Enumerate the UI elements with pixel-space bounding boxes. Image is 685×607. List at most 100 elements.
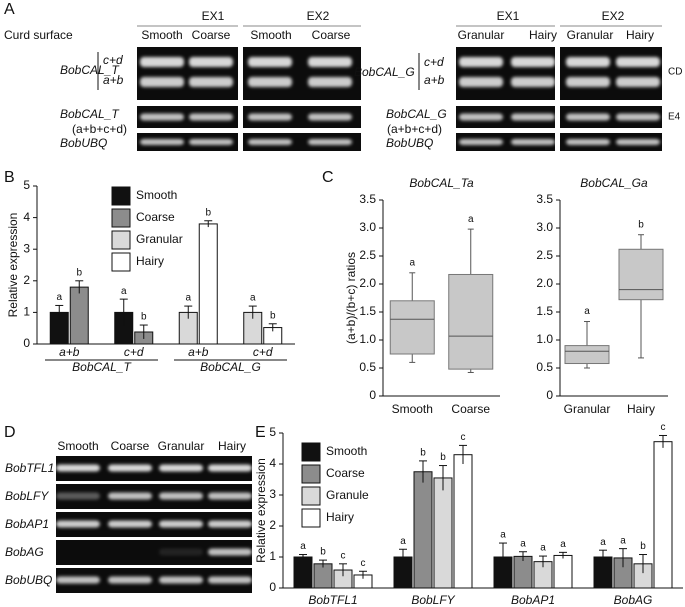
box [448, 273, 494, 370]
bar [69, 286, 89, 345]
gel-band [189, 139, 233, 145]
gene-label: BobLFY [5, 489, 49, 503]
gene-label: BobCAL_T [60, 63, 120, 77]
panel-label: E [255, 424, 266, 441]
column-label: Granular [458, 28, 505, 42]
gel [137, 47, 238, 100]
significance-letter: b [420, 448, 426, 459]
gel-band [248, 113, 292, 121]
x-tick-label: Hairy [627, 402, 655, 416]
legend-swatch [301, 508, 321, 528]
gel [456, 133, 555, 151]
gel [560, 106, 662, 128]
bar [293, 556, 313, 589]
significance-letter: a [520, 538, 526, 549]
gene-label: BobTFL1 [5, 461, 54, 475]
gel-band [159, 464, 203, 472]
gel-band [189, 77, 233, 87]
box [389, 300, 435, 355]
y-tick-label: 1.5 [536, 304, 553, 318]
gel-band [511, 139, 555, 145]
group-label: EX2 [602, 9, 625, 23]
y-tick-label: 1 [269, 549, 276, 563]
significance-letter: b [320, 547, 326, 558]
gel-band [108, 464, 152, 472]
y-tick-label: 0 [369, 388, 376, 402]
gel-band [511, 113, 555, 121]
panel-label: A [4, 1, 15, 18]
legend-swatch [301, 442, 321, 462]
bar [413, 471, 433, 589]
gel-band [208, 520, 252, 528]
gel-band [159, 492, 203, 500]
group-label: BobCAL_G [200, 360, 261, 374]
y-tick-label: 1.0 [359, 332, 376, 346]
column-label: Coarse [312, 28, 351, 42]
gel-band [459, 139, 503, 145]
gene-note: (a+b+c+d) [387, 122, 442, 136]
gel-band [566, 139, 610, 145]
significance-letter: b [141, 312, 147, 323]
significance-letter: c [361, 558, 366, 569]
gel [137, 133, 238, 151]
significance-letter: a [540, 543, 546, 554]
significance-letter: a [409, 257, 415, 268]
group-label: BobCAL_T [72, 360, 132, 374]
x-tick-label: a+b [59, 345, 80, 359]
gel-band [159, 520, 203, 528]
gel-band [208, 464, 252, 472]
gel-band [308, 113, 352, 121]
significance-letter: b [440, 452, 446, 463]
y-tick-label: 3.5 [359, 192, 376, 206]
y-axis-label: Relative expression [254, 458, 268, 563]
gene-note: (a+b+c+d) [72, 122, 127, 136]
gel-band [189, 57, 233, 67]
legend-swatch [301, 464, 321, 484]
significance-letter: a [250, 293, 256, 304]
y-tick-label: 1.5 [359, 304, 376, 318]
significance-letter: b [640, 541, 646, 552]
band-label: c+d [103, 53, 123, 67]
gel-band [140, 113, 184, 121]
gel-band [159, 548, 203, 556]
gene-label: BobUBQ [60, 136, 107, 150]
gel-band [308, 57, 352, 67]
y-tick-label: 3.0 [359, 220, 376, 234]
y-tick-label: 2.5 [359, 248, 376, 262]
gene-label: BobCAL_T [60, 107, 120, 121]
bar [513, 555, 533, 589]
x-tick-label: BobLFY [411, 593, 455, 607]
gene-label: BobAG [5, 545, 44, 559]
y-tick-label: 4 [269, 456, 276, 470]
gel-band [56, 492, 100, 500]
y-tick-label: 2.0 [359, 276, 376, 290]
gel-band [616, 113, 660, 121]
gel-band [616, 57, 660, 67]
bar [198, 223, 218, 345]
gel-band [56, 576, 100, 584]
significance-letter: a [600, 537, 606, 548]
chart-title: BobCAL_Ga [580, 176, 648, 190]
gel-band [459, 57, 503, 67]
column-label: Smooth [250, 28, 291, 42]
significance-letter: a [300, 541, 306, 552]
x-tick-label: BobAP1 [511, 593, 555, 607]
group-label: EX1 [202, 9, 225, 23]
legend-swatch [111, 230, 131, 250]
y-tick-label: 0 [269, 580, 276, 594]
gel-band [56, 520, 100, 528]
significance-letter: a [500, 530, 506, 541]
gel-band [56, 549, 100, 556]
gel-band [208, 576, 252, 584]
column-label: Hairy [529, 28, 557, 42]
significance-letter: c [661, 422, 666, 433]
gel-band [108, 492, 152, 500]
column-label: Smooth [141, 28, 182, 42]
gel [456, 47, 555, 100]
column-label: Coarse [192, 28, 231, 42]
gel-band [208, 492, 252, 500]
y-tick-label: 2 [23, 273, 30, 287]
column-label: Hairy [626, 28, 654, 42]
band-label: a+b [424, 73, 445, 87]
legend-label: Coarse [136, 210, 175, 224]
